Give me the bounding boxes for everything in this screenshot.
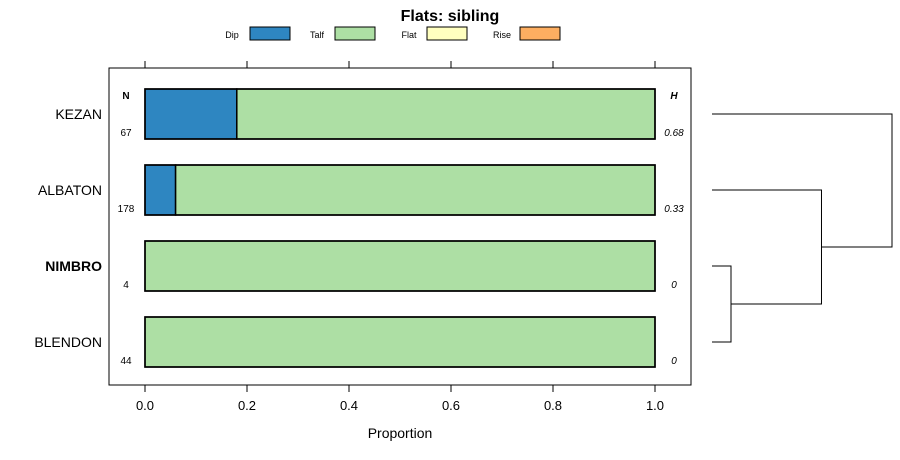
h-value: 0 — [671, 280, 677, 291]
bar-segment-albaton-dip — [144, 164, 177, 216]
legend-label-flat: Flat — [401, 30, 417, 40]
x-tick-label: 0.8 — [544, 398, 562, 413]
dendrogram-link — [712, 265, 732, 343]
h-column-header: H — [670, 91, 678, 102]
bar-segment-blendon-talf — [144, 316, 656, 368]
category-label-nimbro: NIMBRO — [45, 258, 102, 274]
legend-label-dip: Dip — [225, 30, 239, 40]
bar-outline-nimbro — [144, 240, 656, 292]
legend-swatch-flat — [426, 26, 468, 41]
dendrogram-link — [712, 113, 893, 248]
x-tick-label: 1.0 — [646, 398, 664, 413]
x-tick-label: 0.2 — [238, 398, 256, 413]
chart-title: Flats: sibling — [401, 8, 500, 25]
bar-segment-albaton-talf — [174, 164, 656, 216]
legend-swatch-rise — [519, 26, 561, 41]
x-axis: 0.0 0.2 0.4 0.6 0.8 1.0 — [136, 61, 664, 413]
n-value: 4 — [123, 280, 129, 291]
bar-segment-nimbro-talf — [144, 240, 656, 292]
bar-outline-blendon — [144, 316, 656, 368]
bar-segment-kezan-dip — [144, 88, 238, 140]
legend-label-talf: Talf — [310, 30, 325, 40]
h-value: 0 — [671, 356, 677, 367]
bar-outline-albaton — [144, 164, 656, 216]
n-value: 178 — [118, 204, 135, 215]
category-label-kezan: KEZAN — [55, 106, 102, 122]
bar-segment-kezan-talf — [236, 88, 656, 140]
legend-swatch-talf — [334, 26, 376, 41]
h-value: 0.33 — [664, 204, 684, 215]
n-value: 67 — [120, 128, 132, 139]
n-column-header: N — [122, 91, 129, 102]
n-value: 44 — [120, 356, 132, 367]
legend: Dip Talf Flat Rise — [225, 26, 561, 41]
dendrogram-link — [712, 189, 822, 305]
dendrogram — [712, 113, 893, 343]
category-label-blendon: BLENDON — [34, 334, 102, 350]
bars — [144, 88, 656, 368]
x-tick-label: 0.0 — [136, 398, 154, 413]
bar-outline-kezan — [144, 88, 656, 140]
h-value: 0.68 — [664, 128, 684, 139]
x-tick-label: 0.6 — [442, 398, 460, 413]
legend-swatch-dip — [249, 26, 291, 41]
legend-label-rise: Rise — [493, 30, 511, 40]
category-label-albaton: ALBATON — [38, 182, 102, 198]
h-values: 0.68 0.33 0 0 — [664, 128, 684, 367]
plot-frame — [108, 67, 692, 386]
x-tick-label: 0.4 — [340, 398, 358, 413]
y-axis-labels: KEZAN ALBATON NIMBRO BLENDON — [34, 106, 102, 350]
x-axis-label: Proportion — [368, 425, 433, 441]
